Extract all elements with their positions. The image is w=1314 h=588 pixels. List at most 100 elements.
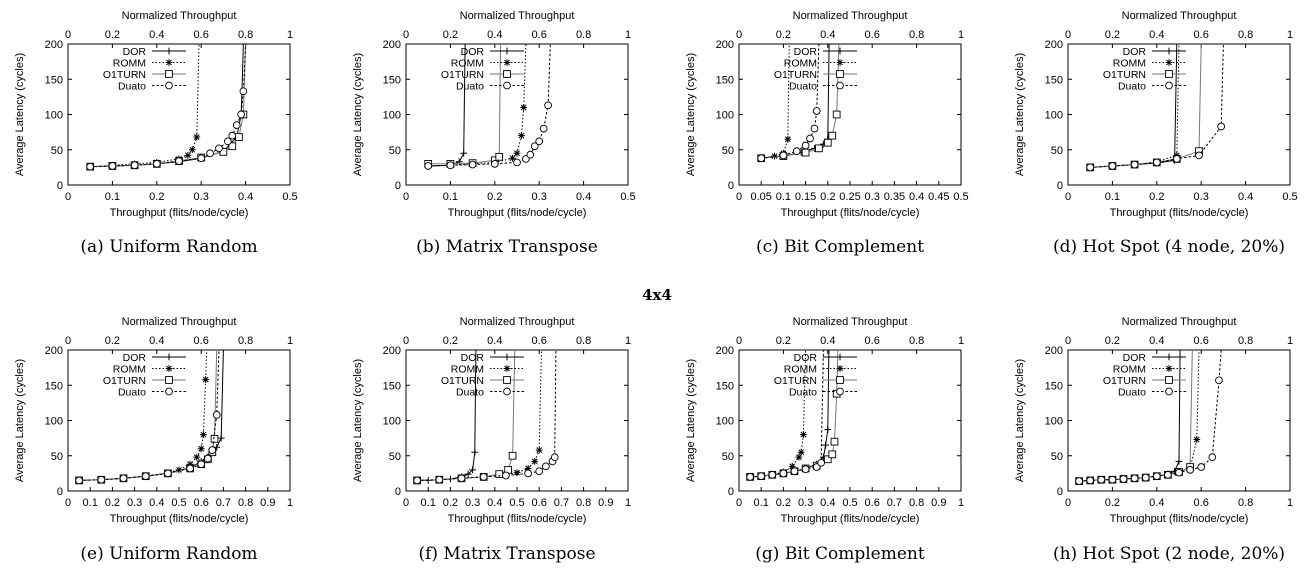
x2-tick-label: 0.6	[865, 335, 880, 347]
data-point	[413, 476, 421, 485]
legend-label: DOR	[123, 46, 147, 58]
x2-tick-label: 1	[625, 29, 631, 41]
series-layer	[746, 350, 841, 481]
x2-tick-label: 0.2	[105, 335, 120, 347]
data-point	[828, 131, 837, 140]
data-point	[164, 469, 172, 478]
data-point	[550, 453, 559, 462]
legend-marker	[503, 70, 511, 78]
data-point	[232, 121, 241, 129]
x2-tick-label: 1	[1287, 335, 1293, 347]
legend-marker	[503, 353, 511, 361]
legend-label: O1TURN	[774, 69, 817, 81]
data-point	[535, 467, 544, 476]
data-point	[175, 157, 183, 165]
data-point	[208, 446, 217, 454]
data-point	[1119, 475, 1128, 483]
data-point	[197, 154, 206, 163]
x-tick-label: 0.7	[554, 497, 569, 509]
x-tick-label: 0.35	[884, 191, 905, 203]
y-tick-label: 100	[716, 416, 734, 428]
data-point	[788, 462, 796, 470]
y-tick-label: 100	[383, 416, 401, 428]
legend-label: O1TURN	[1103, 375, 1146, 387]
x2-tick-label: 1	[625, 335, 631, 347]
y-axis-title: Average Latency (cycles)	[1014, 53, 1026, 176]
legend-label: Duato	[1118, 387, 1146, 399]
legend-marker	[503, 47, 511, 55]
data-point	[790, 467, 799, 476]
x2-tick-label: 0.8	[909, 29, 924, 41]
data-point	[524, 469, 532, 478]
data-point	[186, 464, 194, 473]
data-point	[792, 147, 801, 156]
x-axis-title: Throughput (flits/node/cycle)	[781, 513, 920, 525]
series-layer	[86, 44, 248, 171]
x2-tick-label: 0.6	[865, 29, 880, 41]
data-point	[508, 451, 517, 460]
legend-marker	[503, 376, 511, 384]
x-tick-label: 0.4	[820, 497, 835, 509]
y-tick-label: 50	[389, 145, 401, 157]
data-point	[239, 87, 248, 96]
y-tick-label: 200	[716, 345, 734, 357]
legend-label: ROMM	[784, 58, 817, 70]
data-point	[186, 460, 194, 468]
x-tick-label: 0	[736, 497, 742, 509]
x2-tick-label: 1	[1287, 29, 1293, 41]
chart-caption: (d) Hot Spot (4 node, 20%)	[1053, 237, 1285, 257]
y-tick-label: 0	[395, 180, 401, 192]
series-layer	[1075, 350, 1223, 485]
x2-tick-label: 0.2	[1105, 29, 1120, 41]
x-tick-label: 0.15	[795, 191, 816, 203]
data-point	[815, 144, 823, 153]
data-point	[1172, 155, 1181, 163]
y-tick-label: 200	[45, 345, 63, 357]
data-point	[823, 455, 832, 464]
legend-label: O1TURN	[441, 375, 484, 387]
x2-tick-label: 0.2	[776, 335, 791, 347]
chart-caption: (e) Uniform Random	[80, 544, 257, 564]
series-line-duato	[79, 350, 220, 481]
x-tick-label: 0	[1065, 497, 1071, 509]
x-axis-title: Throughput (flits/node/cycle)	[448, 513, 587, 525]
legend-marker	[1165, 365, 1173, 372]
x2-tick-label: 0	[1065, 335, 1071, 347]
data-point	[217, 434, 225, 442]
x-tick-label: 0.1	[776, 191, 791, 203]
data-point	[86, 162, 95, 171]
y-tick-label: 50	[1051, 145, 1063, 157]
x-tick-label: 0.6	[532, 497, 547, 509]
x2-tick-label: 0	[403, 29, 409, 41]
x-tick-label: 1	[1287, 497, 1293, 509]
legend-marker	[1165, 81, 1173, 90]
data-point	[801, 148, 810, 157]
series-layer	[1086, 44, 1226, 172]
x-tick-label: 0.4	[1238, 191, 1253, 203]
y-tick-label: 200	[1045, 345, 1063, 357]
data-point	[526, 150, 535, 159]
legend-label: Duato	[789, 81, 817, 93]
x2-tick-label: 0.8	[576, 29, 591, 41]
y-tick-label: 0	[1057, 180, 1063, 192]
x2-tick-label: 0.6	[1194, 335, 1209, 347]
x-tick-label: 1	[625, 497, 631, 509]
data-point	[544, 101, 552, 110]
y-tick-label: 50	[389, 451, 401, 463]
data-point	[535, 137, 544, 146]
legend-marker	[836, 353, 844, 361]
x-tick-label: 0.3	[465, 497, 480, 509]
legend-label: ROMM	[113, 58, 146, 70]
series-line-duato	[1090, 44, 1224, 168]
x2-tick-label: 1	[958, 335, 964, 347]
legend-label: DOR	[794, 46, 818, 58]
data-point	[193, 453, 201, 461]
data-point	[1186, 466, 1194, 474]
legend-marker	[836, 59, 844, 66]
